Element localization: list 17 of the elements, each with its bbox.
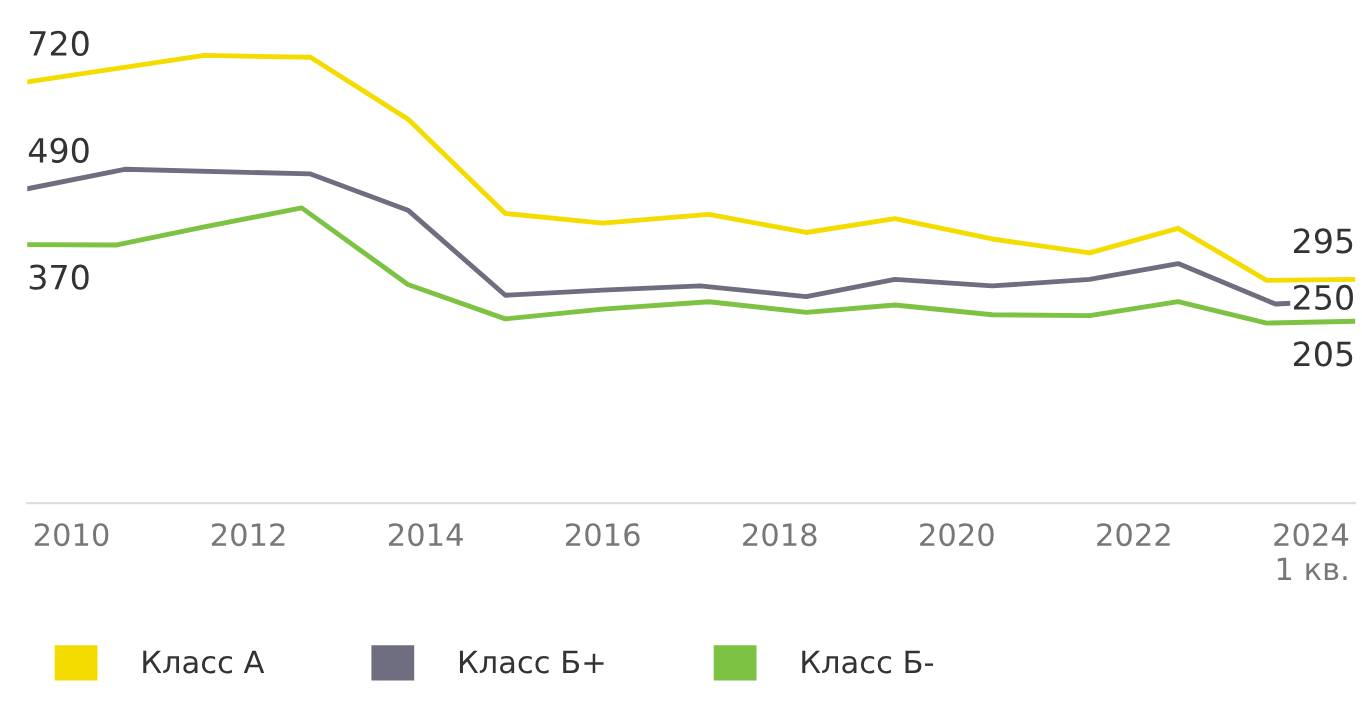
legend-label: Класс А bbox=[143, 650, 265, 674]
x-tick-label: 2016 bbox=[566, 523, 640, 547]
data-label: 370 bbox=[29, 264, 89, 290]
legend-label: Класс Б+ bbox=[459, 650, 604, 674]
data-label: 490 bbox=[28, 137, 89, 163]
legend-label: Класс Б- bbox=[802, 650, 934, 674]
x-tick-label: 2012 bbox=[211, 523, 285, 547]
x-tick-label: 2024 1 кв. bbox=[1274, 523, 1349, 581]
data-label: 205 bbox=[1294, 341, 1353, 367]
x-tick-label: 2022 bbox=[1097, 523, 1170, 547]
x-tick-label: 2018 bbox=[743, 523, 817, 547]
data-label: 720 bbox=[29, 30, 89, 57]
x-tick-label: 2010 bbox=[34, 523, 109, 547]
data-label: 295 bbox=[1294, 228, 1353, 254]
x-tick-label: 2014 bbox=[388, 523, 463, 547]
data-label: 250 bbox=[1294, 284, 1353, 310]
x-tick-label: 2020 bbox=[920, 523, 994, 547]
